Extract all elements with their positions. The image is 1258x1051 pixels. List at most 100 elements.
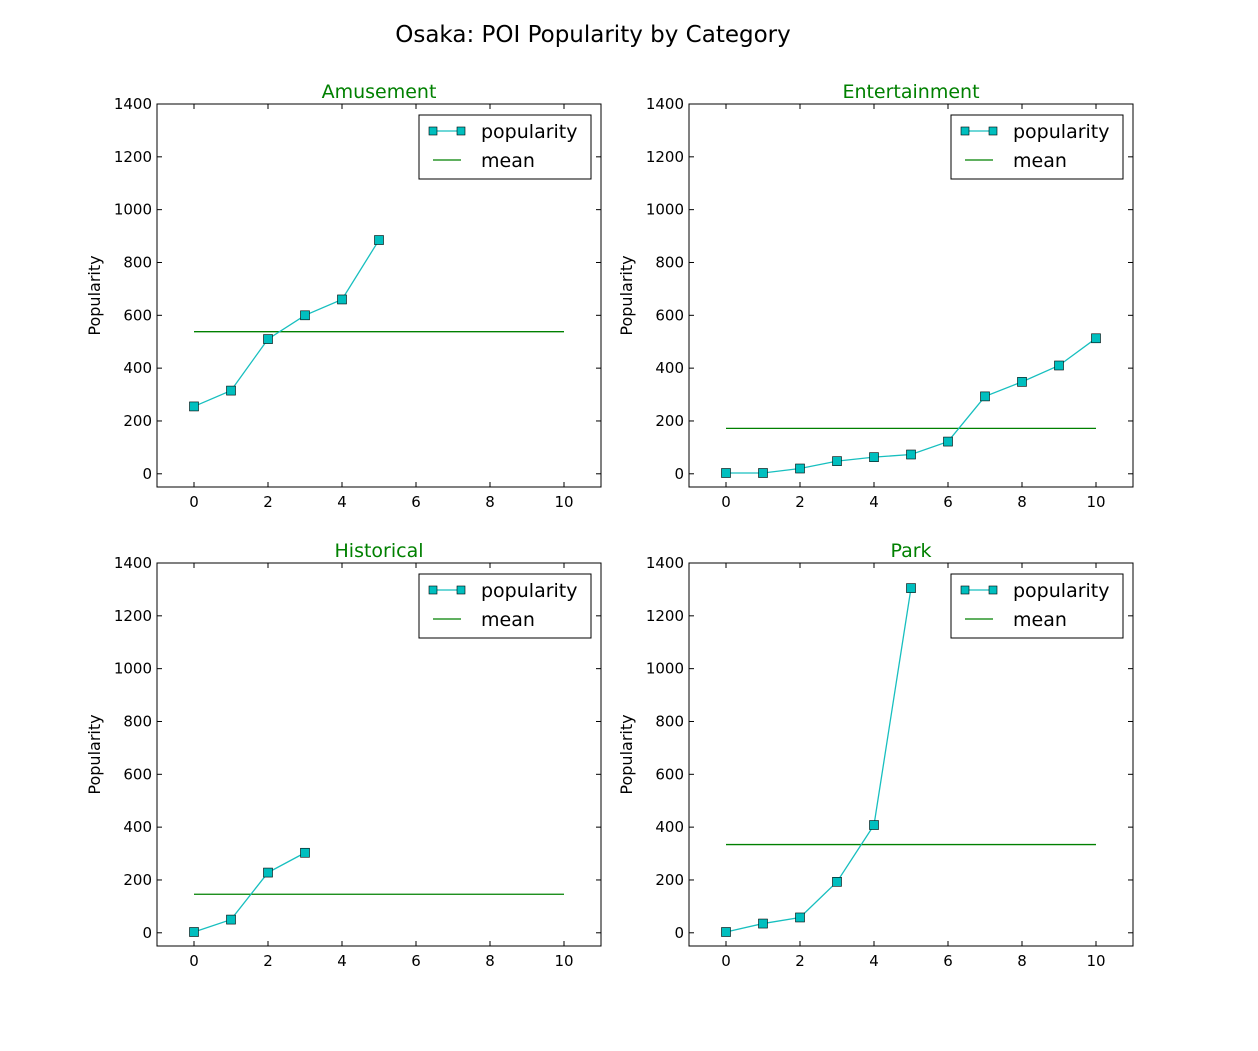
- x-tick-label: 8: [1017, 493, 1027, 511]
- y-tick-label: 400: [123, 818, 152, 836]
- y-tick-label: 600: [123, 306, 152, 324]
- subplot-title: Amusement: [322, 81, 437, 103]
- x-tick-label: 2: [263, 493, 273, 511]
- y-axis-label: Popularity: [617, 255, 636, 335]
- data-point: [758, 468, 768, 478]
- data-point: [906, 449, 916, 460]
- y-tick-label: 1200: [646, 607, 684, 625]
- y-tick-label: 200: [655, 412, 684, 430]
- y-tick-label: 1200: [114, 148, 152, 166]
- data-point: [906, 583, 916, 593]
- y-tick-label: 800: [655, 253, 684, 271]
- data-point: [226, 385, 236, 396]
- y-tick-label: 800: [655, 712, 684, 730]
- data-point: [263, 867, 273, 878]
- legend-box: [950, 114, 1124, 180]
- figure-title: Osaka: POI Popularity by Category: [395, 22, 790, 48]
- legend-label: popularity: [481, 580, 578, 602]
- x-tick-label: 6: [943, 493, 953, 511]
- panel-historical: Historical 0 2 4 6 8 10 0 200 400 600 800 1000 1200 14…: [85, 540, 602, 970]
- data-point: [1091, 333, 1101, 344]
- data-point: [721, 468, 731, 478]
- popularity-line: [193, 239, 380, 408]
- data-point: [758, 918, 768, 929]
- legend-marker: [988, 585, 998, 595]
- x-tick-label: 10: [1086, 952, 1105, 970]
- data-point: [374, 235, 384, 245]
- y-tick-label: 1400: [646, 554, 684, 572]
- subplot-title: Entertainment: [842, 81, 979, 103]
- y-tick-label: 400: [655, 818, 684, 836]
- y-tick-label: 1400: [646, 95, 684, 113]
- legend-marker: [988, 126, 998, 136]
- legend-label: popularity: [1013, 580, 1110, 602]
- data-point: [263, 334, 273, 344]
- y-tick-label: 0: [674, 924, 684, 942]
- data-point: [1054, 360, 1064, 371]
- x-tick-label: 8: [485, 493, 495, 511]
- axes-frame: [688, 562, 1134, 947]
- popularity-line: [725, 587, 912, 933]
- y-tick-label: 0: [142, 465, 152, 483]
- legend: popularity mean: [950, 114, 1124, 180]
- data-point: [832, 456, 842, 466]
- panel-amusement: Amusement 0 2 4 6 8 10 0 200 400 600 800 1000 1200 140…: [85, 81, 602, 511]
- x-tick-label: 10: [554, 952, 573, 970]
- x-tick-label: 2: [795, 493, 805, 511]
- x-tick-label: 4: [337, 493, 347, 511]
- x-tick-label: 2: [263, 952, 273, 970]
- x-tick-label: 0: [189, 493, 199, 511]
- y-tick-label: 1200: [114, 607, 152, 625]
- legend-box: [418, 114, 592, 180]
- legend-label: mean: [481, 609, 535, 631]
- data-point: [869, 452, 879, 462]
- legend-box: [950, 573, 1124, 639]
- y-tick-label: 1200: [646, 148, 684, 166]
- subplot-title: Historical: [335, 540, 424, 562]
- data-point: [226, 914, 236, 925]
- subplot-title: Park: [890, 540, 931, 562]
- data-point: [869, 820, 879, 830]
- legend: popularity mean: [418, 573, 592, 639]
- data-point: [980, 391, 990, 402]
- y-tick-label: 1000: [646, 660, 684, 678]
- legend-box: [418, 573, 592, 639]
- legend-label: mean: [481, 150, 535, 172]
- legend-marker: [428, 126, 438, 136]
- x-tick-label: 4: [337, 952, 347, 970]
- x-tick-label: 6: [411, 952, 421, 970]
- legend-label: mean: [1013, 150, 1067, 172]
- x-tick-label: 6: [411, 493, 421, 511]
- y-tick-label: 1400: [114, 554, 152, 572]
- data-point: [1017, 377, 1027, 387]
- x-tick-label: 10: [1086, 493, 1105, 511]
- y-tick-label: 800: [123, 712, 152, 730]
- y-tick-label: 400: [123, 359, 152, 377]
- legend-label: popularity: [1013, 121, 1110, 143]
- y-tick-label: 600: [655, 306, 684, 324]
- x-tick-label: 4: [869, 493, 879, 511]
- x-tick-label: 4: [869, 952, 879, 970]
- data-point: [721, 927, 731, 937]
- y-tick-label: 1000: [114, 201, 152, 219]
- y-tick-label: 1400: [114, 95, 152, 113]
- data-point: [832, 877, 842, 887]
- data-point: [943, 436, 953, 447]
- x-tick-label: 8: [485, 952, 495, 970]
- x-tick-label: 0: [721, 493, 731, 511]
- legend-marker: [960, 126, 970, 136]
- legend: popularity mean: [950, 573, 1124, 639]
- x-tick-label: 6: [943, 952, 953, 970]
- data-point: [795, 912, 805, 923]
- x-tick-label: 8: [1017, 952, 1027, 970]
- legend-marker: [960, 585, 970, 595]
- y-tick-label: 600: [123, 765, 152, 783]
- axes-frame: [688, 103, 1134, 488]
- data-point: [189, 927, 199, 937]
- y-axis-label: Popularity: [617, 714, 636, 794]
- data-point: [795, 463, 805, 474]
- x-tick-label: 10: [554, 493, 573, 511]
- axes-frame: [156, 103, 602, 488]
- y-tick-label: 800: [123, 253, 152, 271]
